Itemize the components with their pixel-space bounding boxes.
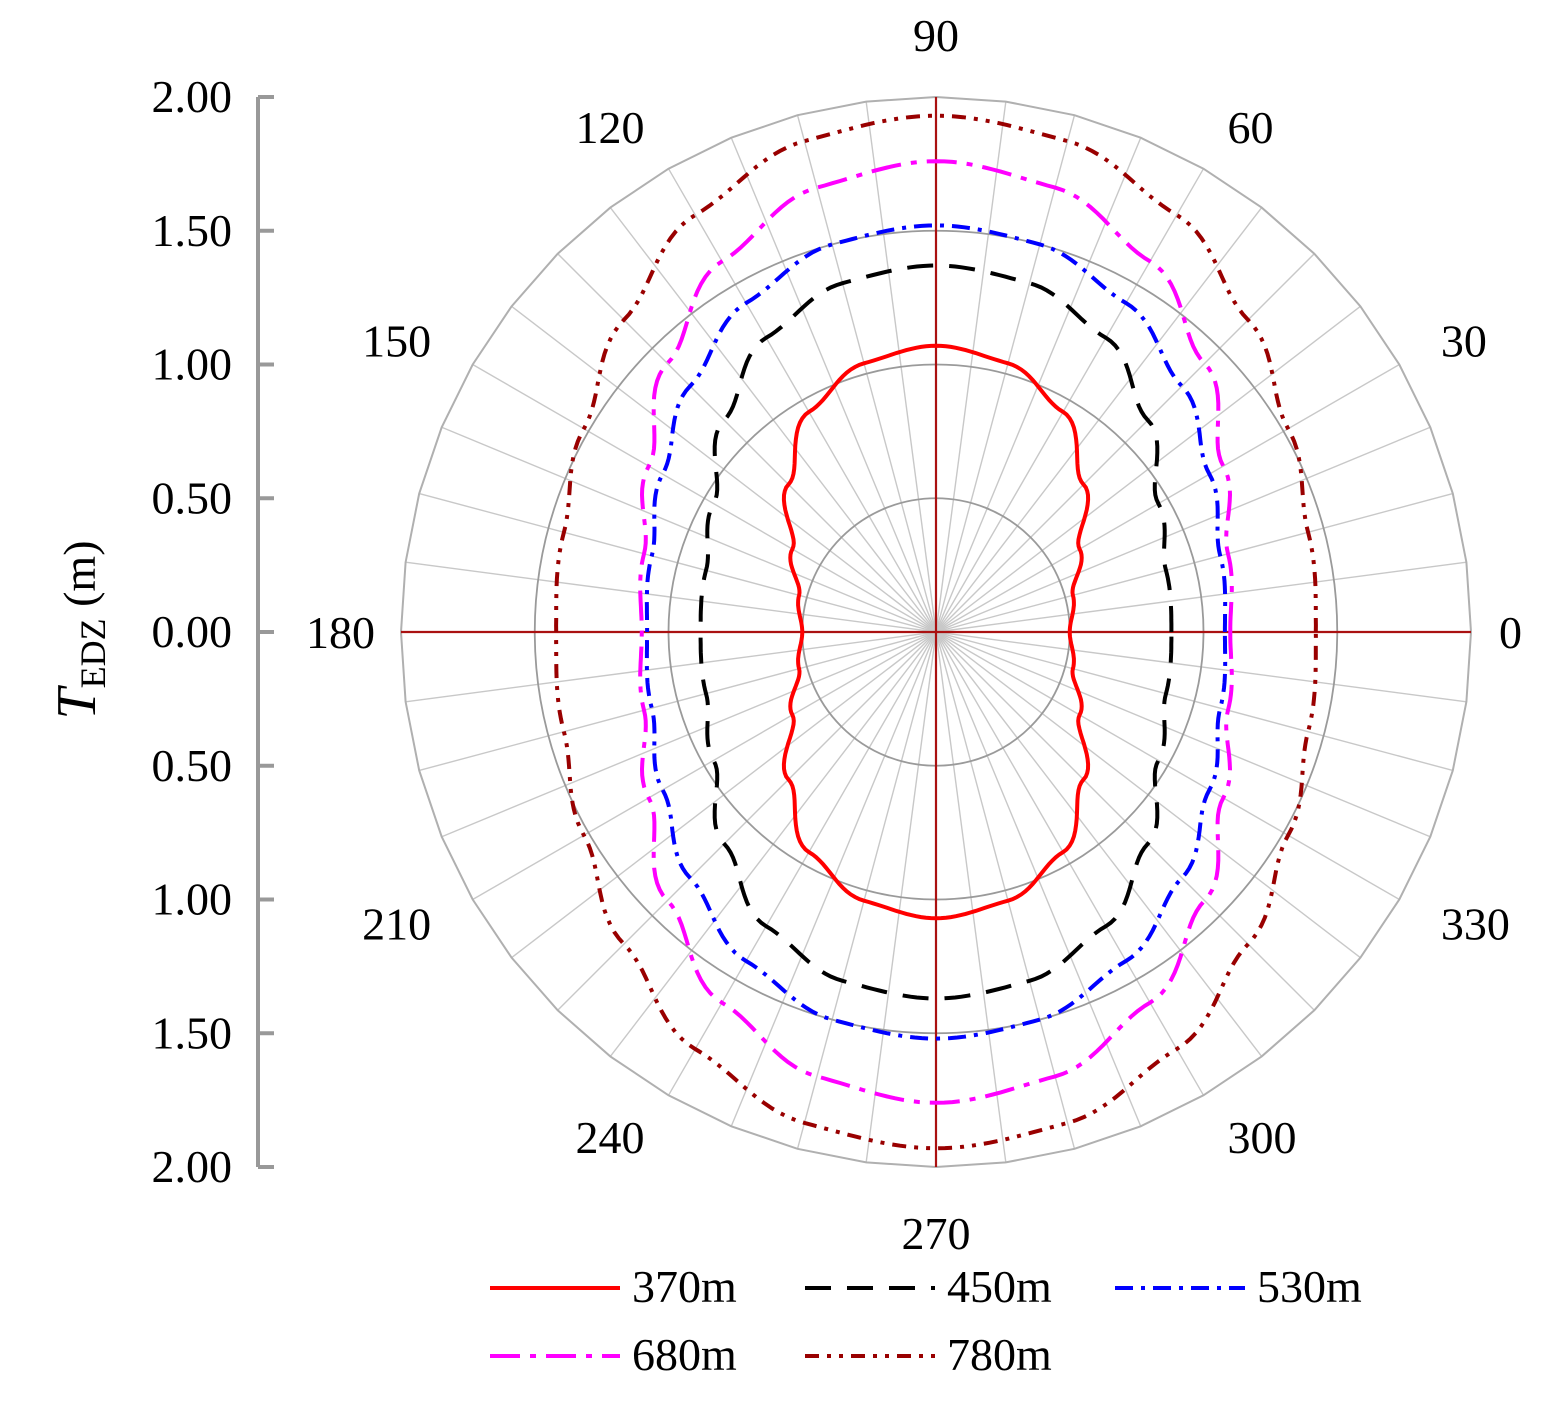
radial-tick-label-upper-2.00: 2.00 bbox=[152, 71, 233, 122]
radial-scale-axis: 2.00 1.50 1.00 0.50 0.00 0.50 1.00 1.50 2.00 bbox=[152, 71, 274, 1192]
radial-tick-label-lower-1.50: 1.50 bbox=[152, 1007, 233, 1058]
angle-label-0: 0 bbox=[1499, 607, 1522, 658]
angle-label-270: 270 bbox=[902, 1208, 971, 1259]
angle-label-90: 90 bbox=[913, 10, 959, 61]
legend-label-370m: 370m bbox=[632, 1261, 737, 1312]
radial-tick-label-upper-1.50: 1.50 bbox=[152, 205, 233, 256]
series-line-780m bbox=[554, 113, 1318, 1151]
angle-label-150: 150 bbox=[362, 316, 431, 367]
y-axis-title-symbol: T bbox=[46, 685, 108, 720]
angle-label-120: 120 bbox=[576, 102, 645, 153]
legend-label-680m: 680m bbox=[632, 1329, 737, 1380]
series-line-680m bbox=[638, 159, 1234, 1105]
radial-tick-label-lower-1.00: 1.00 bbox=[152, 874, 233, 925]
series-lines bbox=[554, 113, 1318, 1151]
angle-label-30: 30 bbox=[1441, 316, 1487, 367]
series-line-450m bbox=[698, 263, 1174, 1001]
angle-label-210: 210 bbox=[362, 899, 431, 950]
radial-tick-label-lower-0.50: 0.50 bbox=[152, 740, 233, 791]
y-axis-title-unit: (m) bbox=[54, 540, 105, 618]
angle-label-300: 300 bbox=[1228, 1112, 1297, 1163]
legend-label-530m: 530m bbox=[1257, 1261, 1362, 1312]
angle-label-60: 60 bbox=[1228, 102, 1274, 153]
radial-tick-label-upper-1.00: 1.00 bbox=[152, 339, 233, 390]
y-axis-title-text: TEDZ (m) bbox=[46, 540, 113, 719]
legend-label-450m: 450m bbox=[947, 1261, 1052, 1312]
radial-tick-label-upper-0.00: 0.00 bbox=[152, 606, 233, 657]
series-line-370m bbox=[781, 343, 1091, 921]
angle-label-330: 330 bbox=[1441, 899, 1510, 950]
angle-label-180: 180 bbox=[306, 607, 375, 658]
y-axis-title: TEDZ (m) bbox=[46, 540, 113, 719]
y-axis-title-subscript: EDZ bbox=[73, 618, 113, 688]
legend-label-780m: 780m bbox=[947, 1329, 1052, 1380]
radial-tick-label-lower-2.00: 2.00 bbox=[152, 1141, 233, 1192]
angle-label-240: 240 bbox=[576, 1112, 645, 1163]
legend: 370m 450m 530m 680m 780m bbox=[490, 1261, 1362, 1380]
series-line-530m bbox=[644, 223, 1228, 1041]
radial-tick-label-upper-0.50: 0.50 bbox=[152, 472, 233, 523]
axis-cross bbox=[401, 97, 1471, 1167]
angle-labels: 0 30 60 90 120 150 180 210 240 270 300 330 bbox=[306, 10, 1522, 1259]
